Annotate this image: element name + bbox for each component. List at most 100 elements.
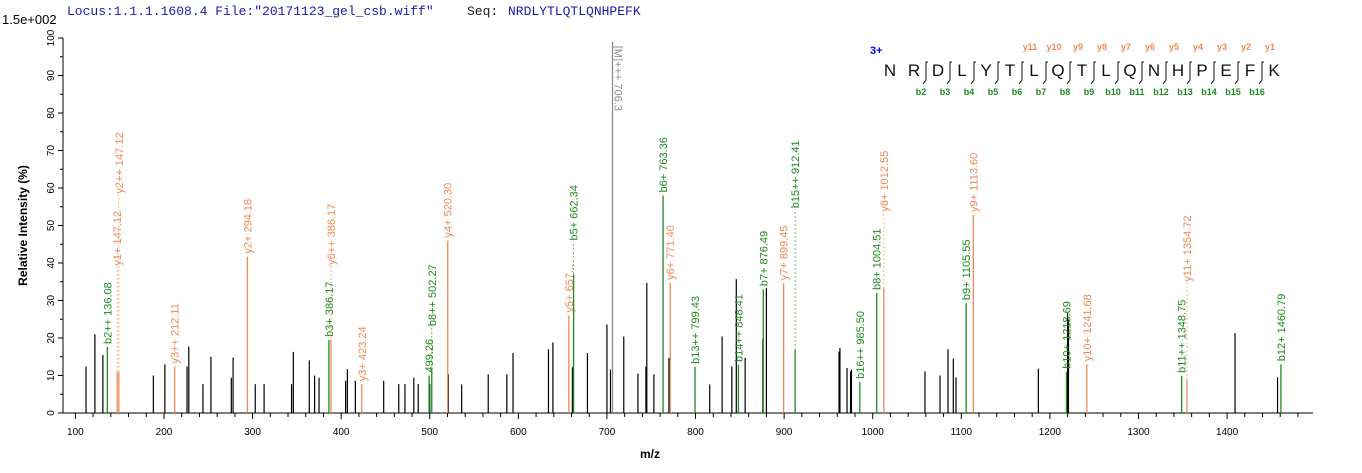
x-tick-label: 700 [599, 427, 616, 438]
peak-label: b14++ 848.41 [733, 294, 745, 362]
sequence-residue: L [957, 61, 966, 80]
peak-label: y5+ 657... [564, 264, 576, 313]
sequence-residue: T [1077, 61, 1087, 80]
y-ion-label: y4 [1193, 42, 1203, 52]
sequence-residue: K [1268, 61, 1280, 80]
peak-label: b5+ 662.34 [569, 185, 581, 240]
ladder-bracket [922, 61, 928, 85]
sequence-residue: T [1005, 61, 1015, 80]
y-tick-label: 0 [46, 410, 57, 416]
peak-label: y3+ 423.24 [357, 326, 369, 381]
peak-label: [M]+++ 706.3 [612, 46, 624, 111]
peak-label: b15++ 912.41 [790, 140, 802, 208]
peak-label: b8++ 502.27 [427, 264, 439, 326]
y-ion-label: y5 [1169, 42, 1179, 52]
y-tick-label: 60 [46, 182, 57, 194]
ladder-bracket [1186, 61, 1192, 85]
ladder-bracket [946, 61, 952, 85]
ladder-bracket [1114, 61, 1120, 85]
sequence-residue: F [1245, 61, 1255, 80]
x-tick-label: 300 [244, 427, 261, 438]
b-ion-label: b16 [1249, 87, 1265, 97]
x-tick-label: 500 [421, 427, 438, 438]
ladder-bracket [970, 61, 976, 85]
peak-label: y9+ 1113.60 [968, 153, 980, 212]
header-locus: Locus:1.1.1.1608.4 File:"20171123_gel_cs… [67, 4, 434, 19]
b-ion-label: b6 [1012, 87, 1023, 97]
y-ion-label: y3 [1217, 42, 1227, 52]
y-scale-label: 1.5e+002 [2, 12, 57, 27]
ladder-bracket [994, 61, 1000, 85]
peak-label: y1+ 147.12 [112, 211, 124, 266]
peak-label: b10+ 1218.69 [1061, 301, 1073, 369]
y-tick-label: 50 [46, 220, 57, 232]
x-tick-label: 200 [156, 427, 173, 438]
peak-label: b16++ 985.50 [855, 311, 867, 379]
ladder-bracket [1138, 61, 1144, 85]
sequence-residue: D [932, 61, 944, 80]
y-ion-label: y1 [1265, 42, 1275, 52]
y-ion-label: y7 [1121, 42, 1131, 52]
b-ion-label: b11 [1129, 87, 1144, 97]
b-ion-label: b8 [1060, 87, 1071, 97]
peak-label: b7+ 876.49 [758, 231, 770, 286]
header-seq-label: Seq: [467, 4, 499, 19]
peak-label: y10+ 1241.68 [1082, 294, 1094, 361]
y-ion-label: y6 [1145, 42, 1155, 52]
b-ion-label: b10 [1105, 87, 1121, 97]
b-ion-label: b9 [1084, 87, 1095, 97]
sequence-residue: N [884, 61, 896, 80]
b-ion-label: b12 [1153, 87, 1169, 97]
b-ion-label: b13 [1177, 87, 1193, 97]
sequence-residue: Y [980, 61, 991, 80]
y-ion-label: y2 [1241, 42, 1251, 52]
header-sequence: NRDLYTLQTLQNHPEFK [508, 4, 641, 19]
sequence-residue: N [1148, 61, 1160, 80]
x-tick-label: 1300 [1127, 427, 1150, 438]
y-ion-label: y11 [1023, 42, 1038, 52]
peak-label: y7+ 899.45 [779, 226, 791, 281]
peak-label: y6++ 386.17 [326, 204, 338, 265]
y-tick-label: 20 [46, 332, 57, 344]
peak-label: b9+ 1105.55 [961, 239, 973, 300]
x-tick-label: 1400 [1216, 427, 1239, 438]
ladder-bracket [1018, 61, 1024, 85]
b-ion-label: b7 [1036, 87, 1047, 97]
x-tick-label: 1100 [951, 427, 973, 438]
peak-label: b11++ 1348.75 [1177, 300, 1189, 373]
b-ion-label: b15 [1225, 87, 1241, 97]
y-ion-label: y10 [1046, 42, 1061, 52]
b-ion-label: b2 [916, 87, 927, 97]
y-ion-label: y9 [1073, 42, 1083, 52]
peak-label: y8+ 1012.55 [879, 151, 891, 212]
ladder-bracket [1258, 61, 1264, 85]
x-tick-label: 1200 [1039, 427, 1062, 438]
peak-label: b6+ 763.36 [658, 137, 670, 192]
ladder-bracket [1210, 61, 1216, 85]
peak-label: y4+ 520.30 [443, 183, 455, 238]
charge-state: 3+ [870, 45, 883, 57]
sequence-residue: L [1101, 61, 1110, 80]
y-ion-label: y8 [1097, 42, 1107, 52]
y-tick-label: 100 [46, 29, 57, 46]
ladder-bracket [1234, 61, 1240, 85]
ladder-bracket [1042, 61, 1048, 85]
sequence-residue: L [1029, 61, 1038, 80]
x-tick-label: 600 [510, 427, 527, 438]
sequence-residue: H [1172, 61, 1184, 80]
x-tick-label: 900 [776, 427, 793, 438]
b-ion-label: b14 [1201, 87, 1217, 97]
peak-label: b2++ 136.08 [102, 282, 114, 344]
ladder-bracket [1162, 61, 1168, 85]
b-ion-label: b3 [940, 87, 951, 97]
x-tick-label: 100 [67, 427, 84, 438]
y-axis-label: Relative Intensity (%) [16, 165, 30, 286]
ladder-bracket [1066, 61, 1072, 85]
y-tick-label: 10 [46, 370, 57, 382]
peak-label: b8+ 1004.51 [872, 229, 884, 290]
sequence-residue: Q [1051, 61, 1064, 80]
x-tick-label: 800 [687, 427, 704, 438]
peak-label: y2+ 294.18 [242, 199, 254, 254]
peak-label: y3++ 212.11 [170, 303, 182, 363]
